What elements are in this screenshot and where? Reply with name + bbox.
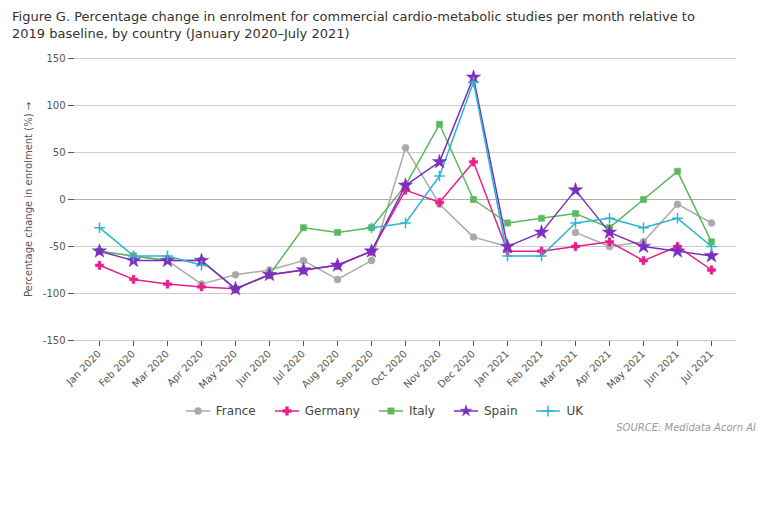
svg-text:Aug 2020: Aug 2020: [299, 348, 342, 391]
svg-text:Dec 2020: Dec 2020: [435, 348, 477, 390]
html-text:Germany: Germany: [304, 404, 360, 418]
svg-text:Jan 2021: Jan 2021: [472, 348, 512, 388]
svg-text:May 2021: May 2021: [605, 348, 648, 391]
svg-text:Apr 2020: Apr 2020: [164, 348, 206, 389]
svg-text:Jul 2021: Jul 2021: [678, 348, 715, 385]
svg-text:Jan 2020: Jan 2020: [64, 348, 104, 388]
html-text:France: France: [215, 404, 256, 418]
html-text:UK: UK: [566, 404, 584, 418]
svg-text:Mar 2020: Mar 2020: [130, 348, 171, 389]
html-text:Figure G. Percentage change in: Figure G. Percentage change in enrolment…: [12, 9, 695, 24]
svg-text:Oct 2020: Oct 2020: [368, 348, 410, 389]
svg-text:Percentage change in enrolment: Percentage change in enrolment (%) →: [23, 102, 34, 297]
svg-text:0: 0: [59, 194, 65, 205]
html-text:Spain: Spain: [484, 404, 518, 418]
svg-text:Apr 2021: Apr 2021: [572, 348, 614, 389]
svg-text:Sep 2020: Sep 2020: [334, 348, 375, 389]
svg-text:Mar 2021: Mar 2021: [538, 348, 579, 389]
svg-text:50: 50: [53, 147, 66, 158]
svg-text:Jul 2020: Jul 2020: [270, 348, 308, 385]
svg-text:100: 100: [46, 100, 65, 111]
svg-text:Feb 2021: Feb 2021: [504, 348, 546, 389]
svg-text:Jun 2020: Jun 2020: [233, 348, 273, 388]
svg-text:-150: -150: [43, 335, 66, 346]
svg-text:150: 150: [46, 53, 65, 64]
svg-text:Nov 2020: Nov 2020: [401, 348, 444, 391]
svg-text:-50: -50: [49, 241, 65, 252]
svg-text:Feb 2020: Feb 2020: [96, 348, 138, 389]
svg-text:-100: -100: [43, 288, 66, 299]
svg-text:Jun 2021: Jun 2021: [641, 348, 681, 388]
html-text:SOURCE: Medidata Acorn AI: SOURCE: Medidata Acorn AI: [616, 422, 756, 433]
svg-text:May 2020: May 2020: [197, 348, 240, 391]
html-text:Italy: Italy: [408, 404, 435, 418]
html-text:2019 baseline, by country (Jan: 2019 baseline, by country (January 2020–…: [12, 26, 350, 41]
